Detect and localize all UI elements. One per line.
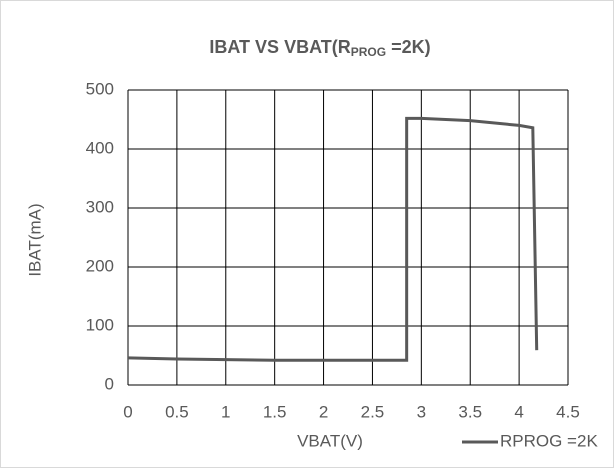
y-tick-label: 300 [86,197,114,216]
x-tick-label: 3 [417,402,426,421]
x-tick-label: 4.5 [556,402,580,421]
x-axis-label: VBAT(V) [297,431,363,450]
x-tick-label: 4 [514,402,523,421]
x-tick-label: 0.5 [165,402,189,421]
y-axis-label: IBAT(mA) [25,203,44,276]
data-line [127,116,539,362]
title-part: =2K) [386,37,431,57]
x-tick-label: 1 [221,402,230,421]
y-tick-label: 0 [105,374,114,393]
title-part: IBAT VS VBAT(R [209,37,350,57]
x-tick-label: 2.5 [361,402,385,421]
x-tick-label: 0 [123,402,132,421]
x-tick-label: 2 [319,402,328,421]
chart-title: IBAT VS VBAT(RPROG =2K) [209,37,430,59]
y-tick-label: 500 [86,79,114,98]
x-tick-label: 3.5 [458,402,482,421]
y-tick-label: 400 [86,138,114,157]
legend-label: RPROG =2K [500,431,598,450]
title-subscript: PROG [351,45,386,59]
y-tick-label: 100 [86,315,114,334]
x-tick-label: 1.5 [263,402,287,421]
y-tick-label: 200 [86,256,114,275]
